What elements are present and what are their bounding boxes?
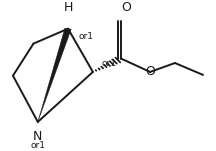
Polygon shape: [38, 28, 71, 122]
Text: or1: or1: [79, 32, 94, 41]
Text: O: O: [121, 1, 131, 14]
Text: O: O: [145, 65, 155, 79]
Text: or1: or1: [102, 58, 116, 67]
Text: or1: or1: [30, 141, 45, 149]
Text: H: H: [63, 1, 73, 14]
Text: N: N: [33, 130, 43, 143]
